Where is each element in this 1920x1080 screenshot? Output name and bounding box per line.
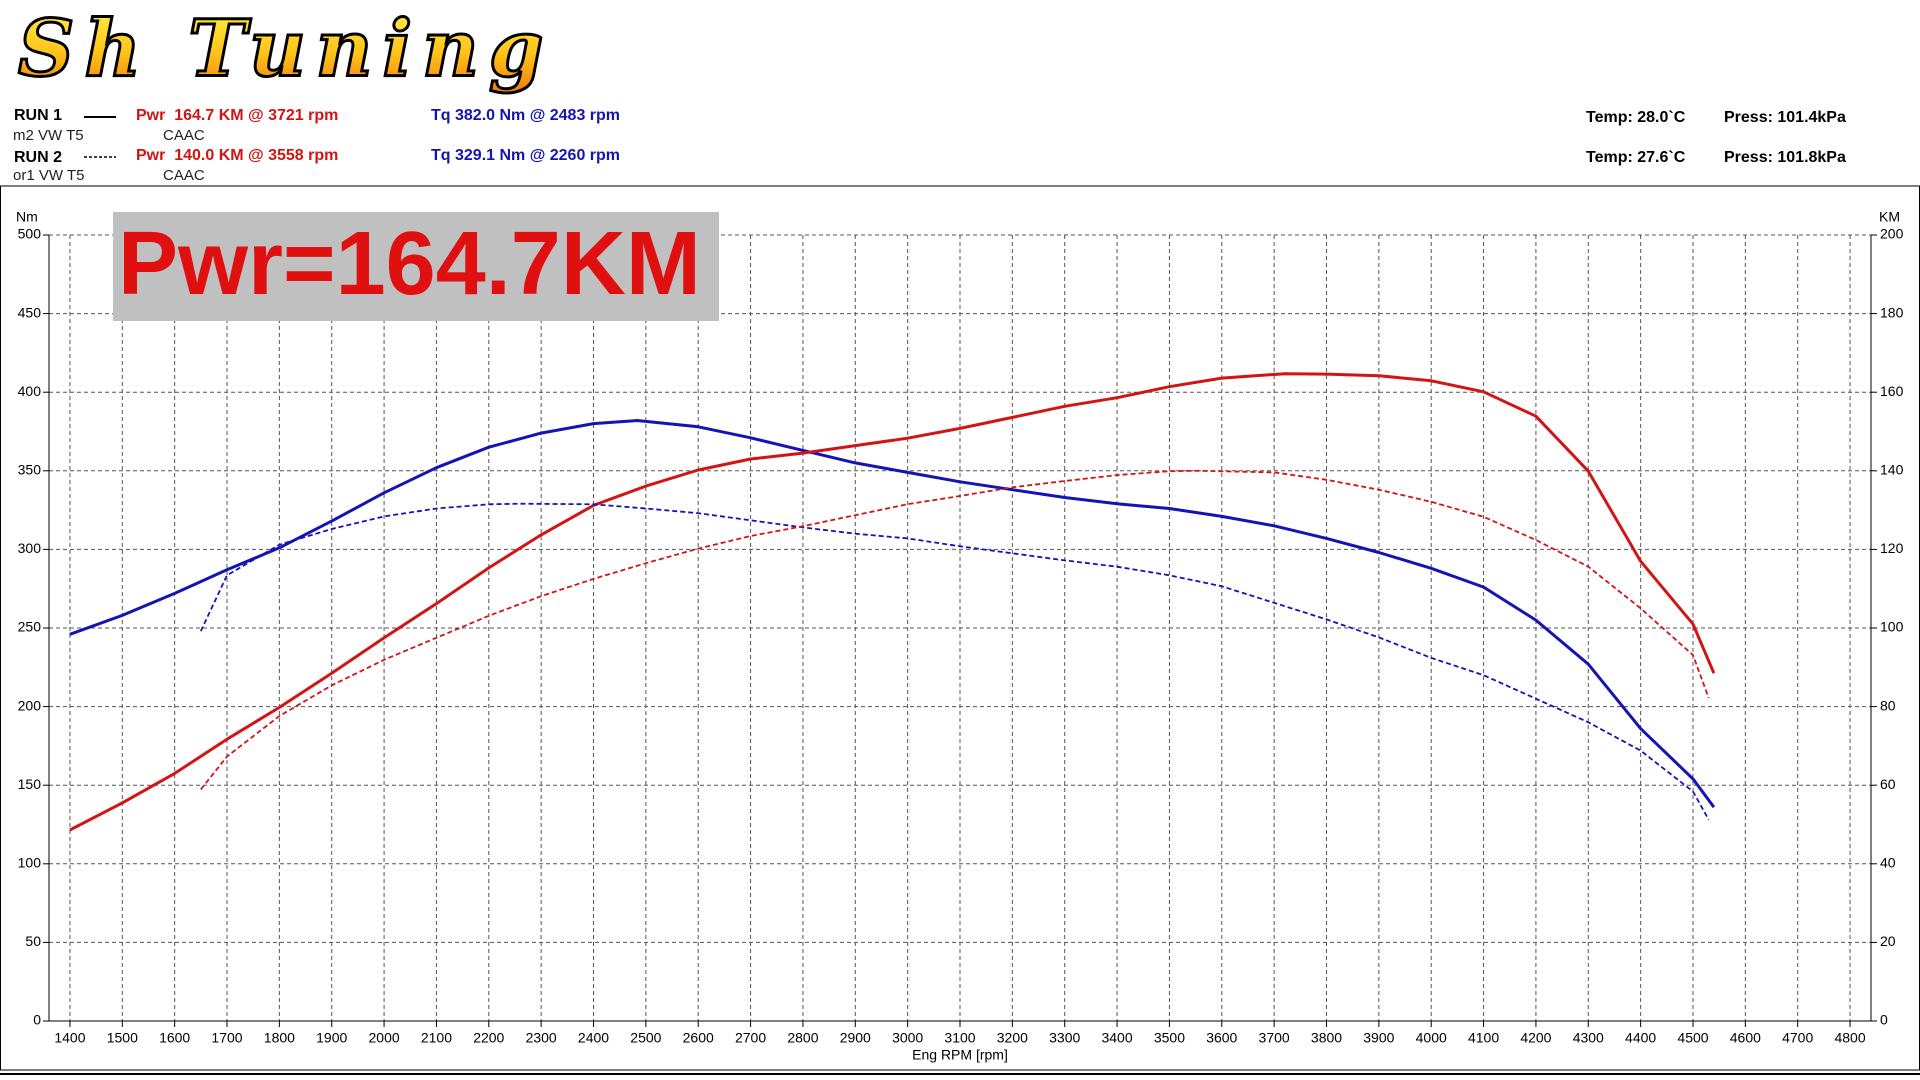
x-tick-label: 3700 [1259,1030,1290,1046]
power-torque-curve [69,419,1716,809]
y-tick-label: 100 [18,855,42,871]
run-engine: CAAC [163,127,205,144]
x-tick-label: 2500 [630,1030,661,1046]
y-tick-label: 450 [18,304,42,320]
x-tick-label: 1700 [211,1030,242,1046]
x-axis-label: Eng RPM [rpm] [912,1047,1008,1063]
x-tick-label: 2400 [578,1030,609,1046]
y-tick-label: 400 [18,383,42,399]
y2-tick-label: 120 [1880,540,1904,556]
run-power: Pwr 140.0 KM @ 3558 rpm [136,147,338,164]
x-tick-label: 2000 [369,1030,400,1046]
x-tick-label: 1600 [159,1030,190,1046]
x-tick-label: 4300 [1573,1030,1604,1046]
x-tick-label: 3000 [892,1030,923,1046]
x-tick-label: 1400 [54,1030,85,1046]
run-label: RUN 1 [14,107,62,124]
x-tick-label: 2200 [473,1030,504,1046]
x-tick-label: 3600 [1206,1030,1237,1046]
x-tick-label: 2900 [840,1030,871,1046]
x-tick-label: 3100 [944,1030,975,1046]
x-tick-label: 4500 [1677,1030,1708,1046]
y2-tick-label: 200 [1880,226,1904,242]
x-tick-label: 3500 [1154,1030,1185,1046]
run-press: Press: 101.4kPa [1724,109,1846,126]
x-tick-label: 3800 [1311,1030,1342,1046]
y-axis-label: Nm [16,209,38,225]
y2-tick-label: 0 [1880,1012,1888,1028]
run-vehicle: or1 VW T5 [13,167,84,184]
x-tick-label: 1800 [264,1030,295,1046]
y2-tick-label: 160 [1880,383,1904,399]
run-power: Pwr 164.7 KM @ 3721 rpm [136,107,338,124]
x-tick-label: 3900 [1363,1030,1394,1046]
y-tick-label: 250 [18,619,42,635]
y-tick-label: 0 [33,1012,41,1028]
x-tick-label: 3300 [1049,1030,1080,1046]
x-tick-label: 4200 [1520,1030,1551,1046]
y2-tick-label: 20 [1880,933,1896,949]
run-temp: Temp: 27.6`C [1586,149,1686,166]
run-press: Press: 101.8kPa [1724,149,1846,166]
y-tick-label: 300 [18,540,42,556]
run-engine: CAAC [163,167,205,184]
y2-tick-label: 60 [1880,776,1896,792]
y2-tick-label: 140 [1880,462,1904,478]
run-torque: Tq 329.1 Nm @ 2260 rpm [431,147,620,164]
run-vehicle: m2 VW T5 [13,127,84,144]
x-tick-label: 4600 [1730,1030,1761,1046]
x-tick-label: 2700 [735,1030,766,1046]
grid: 0 50 100 150 200 250 300 350 400 450 500 0 20 40 60 80 1… [18,226,1904,1046]
x-tick-label: 2600 [683,1030,714,1046]
plot-lines [69,372,1716,832]
power-torque-curve [200,469,1710,791]
run-label: RUN 2 [14,149,62,166]
y2-tick-label: 40 [1880,855,1896,871]
y-tick-label: 50 [25,933,41,949]
x-tick-label: 3200 [997,1030,1028,1046]
x-tick-label: 3400 [1101,1030,1132,1046]
y-tick-label: 200 [18,697,42,713]
y2-tick-label: 180 [1880,304,1904,320]
x-tick-label: 4400 [1625,1030,1656,1046]
x-tick-label: 1500 [107,1030,138,1046]
x-tick-label: 4700 [1782,1030,1813,1046]
y-tick-label: 350 [18,462,42,478]
x-tick-label: 4800 [1834,1030,1865,1046]
x-tick-label: 2800 [787,1030,818,1046]
annotation-box [113,212,719,321]
y-tick-label: 150 [18,776,42,792]
x-tick-label: 4000 [1416,1030,1447,1046]
annotation: Pwr=164.7KM [118,214,701,314]
run-torque: Tq 382.0 Nm @ 2483 rpm [431,107,620,124]
y2-tick-label: 80 [1880,697,1896,713]
power-torque-curve [199,502,1710,821]
x-tick-label: 4100 [1468,1030,1499,1046]
y2-tick-label: 100 [1880,619,1904,635]
x-tick-label: 2100 [421,1030,452,1046]
run-temp: Temp: 28.0`C [1586,109,1686,126]
y-tick-label: 500 [18,226,42,242]
y2-axis-label: KM [1879,209,1900,225]
logo: Sh Tuning [18,4,553,95]
x-tick-label: 2300 [526,1030,557,1046]
power-torque-curve [69,372,1716,832]
x-tick-label: 1900 [316,1030,347,1046]
